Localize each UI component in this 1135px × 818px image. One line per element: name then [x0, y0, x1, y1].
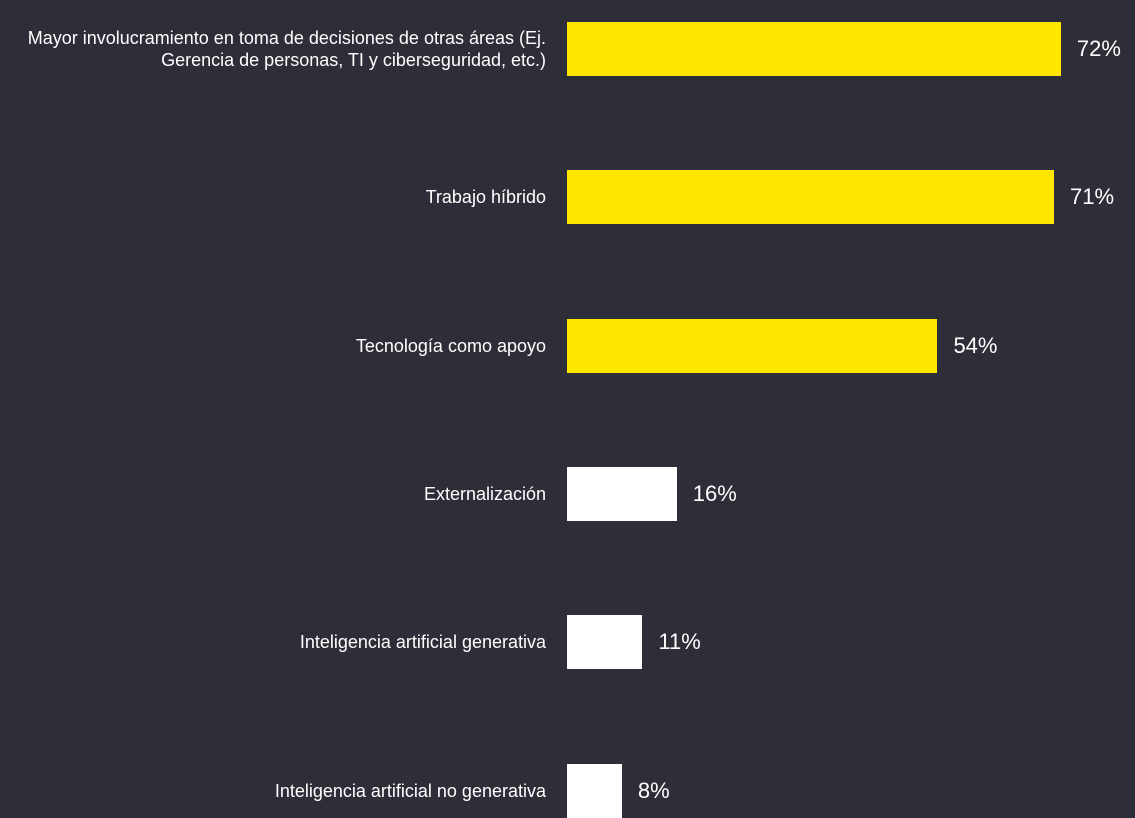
value-label: 8% [637, 777, 670, 803]
bar [567, 466, 677, 521]
bar [567, 763, 622, 818]
category-label: Inteligencia artificial generativa [299, 632, 546, 653]
bar [567, 318, 938, 373]
value-label: 71% [1070, 184, 1115, 210]
bar [567, 615, 643, 670]
value-label: 11% [658, 629, 701, 655]
category-label: Inteligencia artificial no generativa [274, 780, 546, 801]
value-label: 54% [953, 332, 998, 358]
value-label: 16% [692, 480, 737, 506]
category-label: Trabajo híbrido [425, 187, 546, 208]
category-label: Mayor involucramiento en toma de decisio… [27, 28, 546, 70]
value-label: 72% [1076, 36, 1121, 61]
category-label: Tecnología como apoyo [355, 335, 546, 356]
bar [567, 22, 1061, 76]
category-label: Externalización [423, 483, 546, 504]
bar [567, 170, 1055, 225]
